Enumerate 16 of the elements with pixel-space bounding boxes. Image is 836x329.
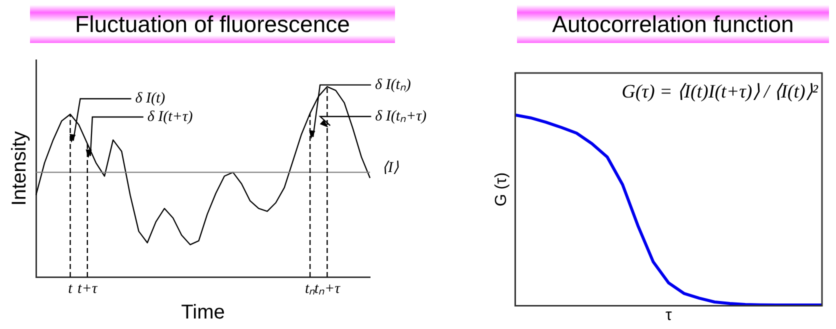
ref-line-label: ⟨I⟩: [382, 160, 399, 176]
x-axis-title: Time: [181, 302, 225, 324]
y-axis-title: G (τ): [493, 172, 510, 206]
annotation: δ I(tₙ+τ): [375, 108, 427, 124]
x-tick-label: t: [68, 280, 74, 297]
x-axis-title: τ: [665, 306, 672, 324]
x-tick-label: t+τ: [78, 280, 98, 297]
annotation: δ I(t): [135, 90, 166, 107]
annotation: δ I(t+τ): [147, 108, 193, 125]
chart-title: Fluctuation of fluorescence: [30, 5, 395, 43]
y-axis-title: Intensity: [8, 131, 31, 206]
x-tick-label: tₙ: [304, 280, 316, 297]
x-tick-label: tₙ+τ: [314, 280, 341, 297]
text: G(τ) = ⟨I(t)I(t+τ)⟩ / ⟨I(t)⟩²: [622, 82, 818, 102]
annotation: δ I(tₙ): [375, 76, 411, 93]
chart-title: Autocorrelation function: [517, 5, 829, 43]
